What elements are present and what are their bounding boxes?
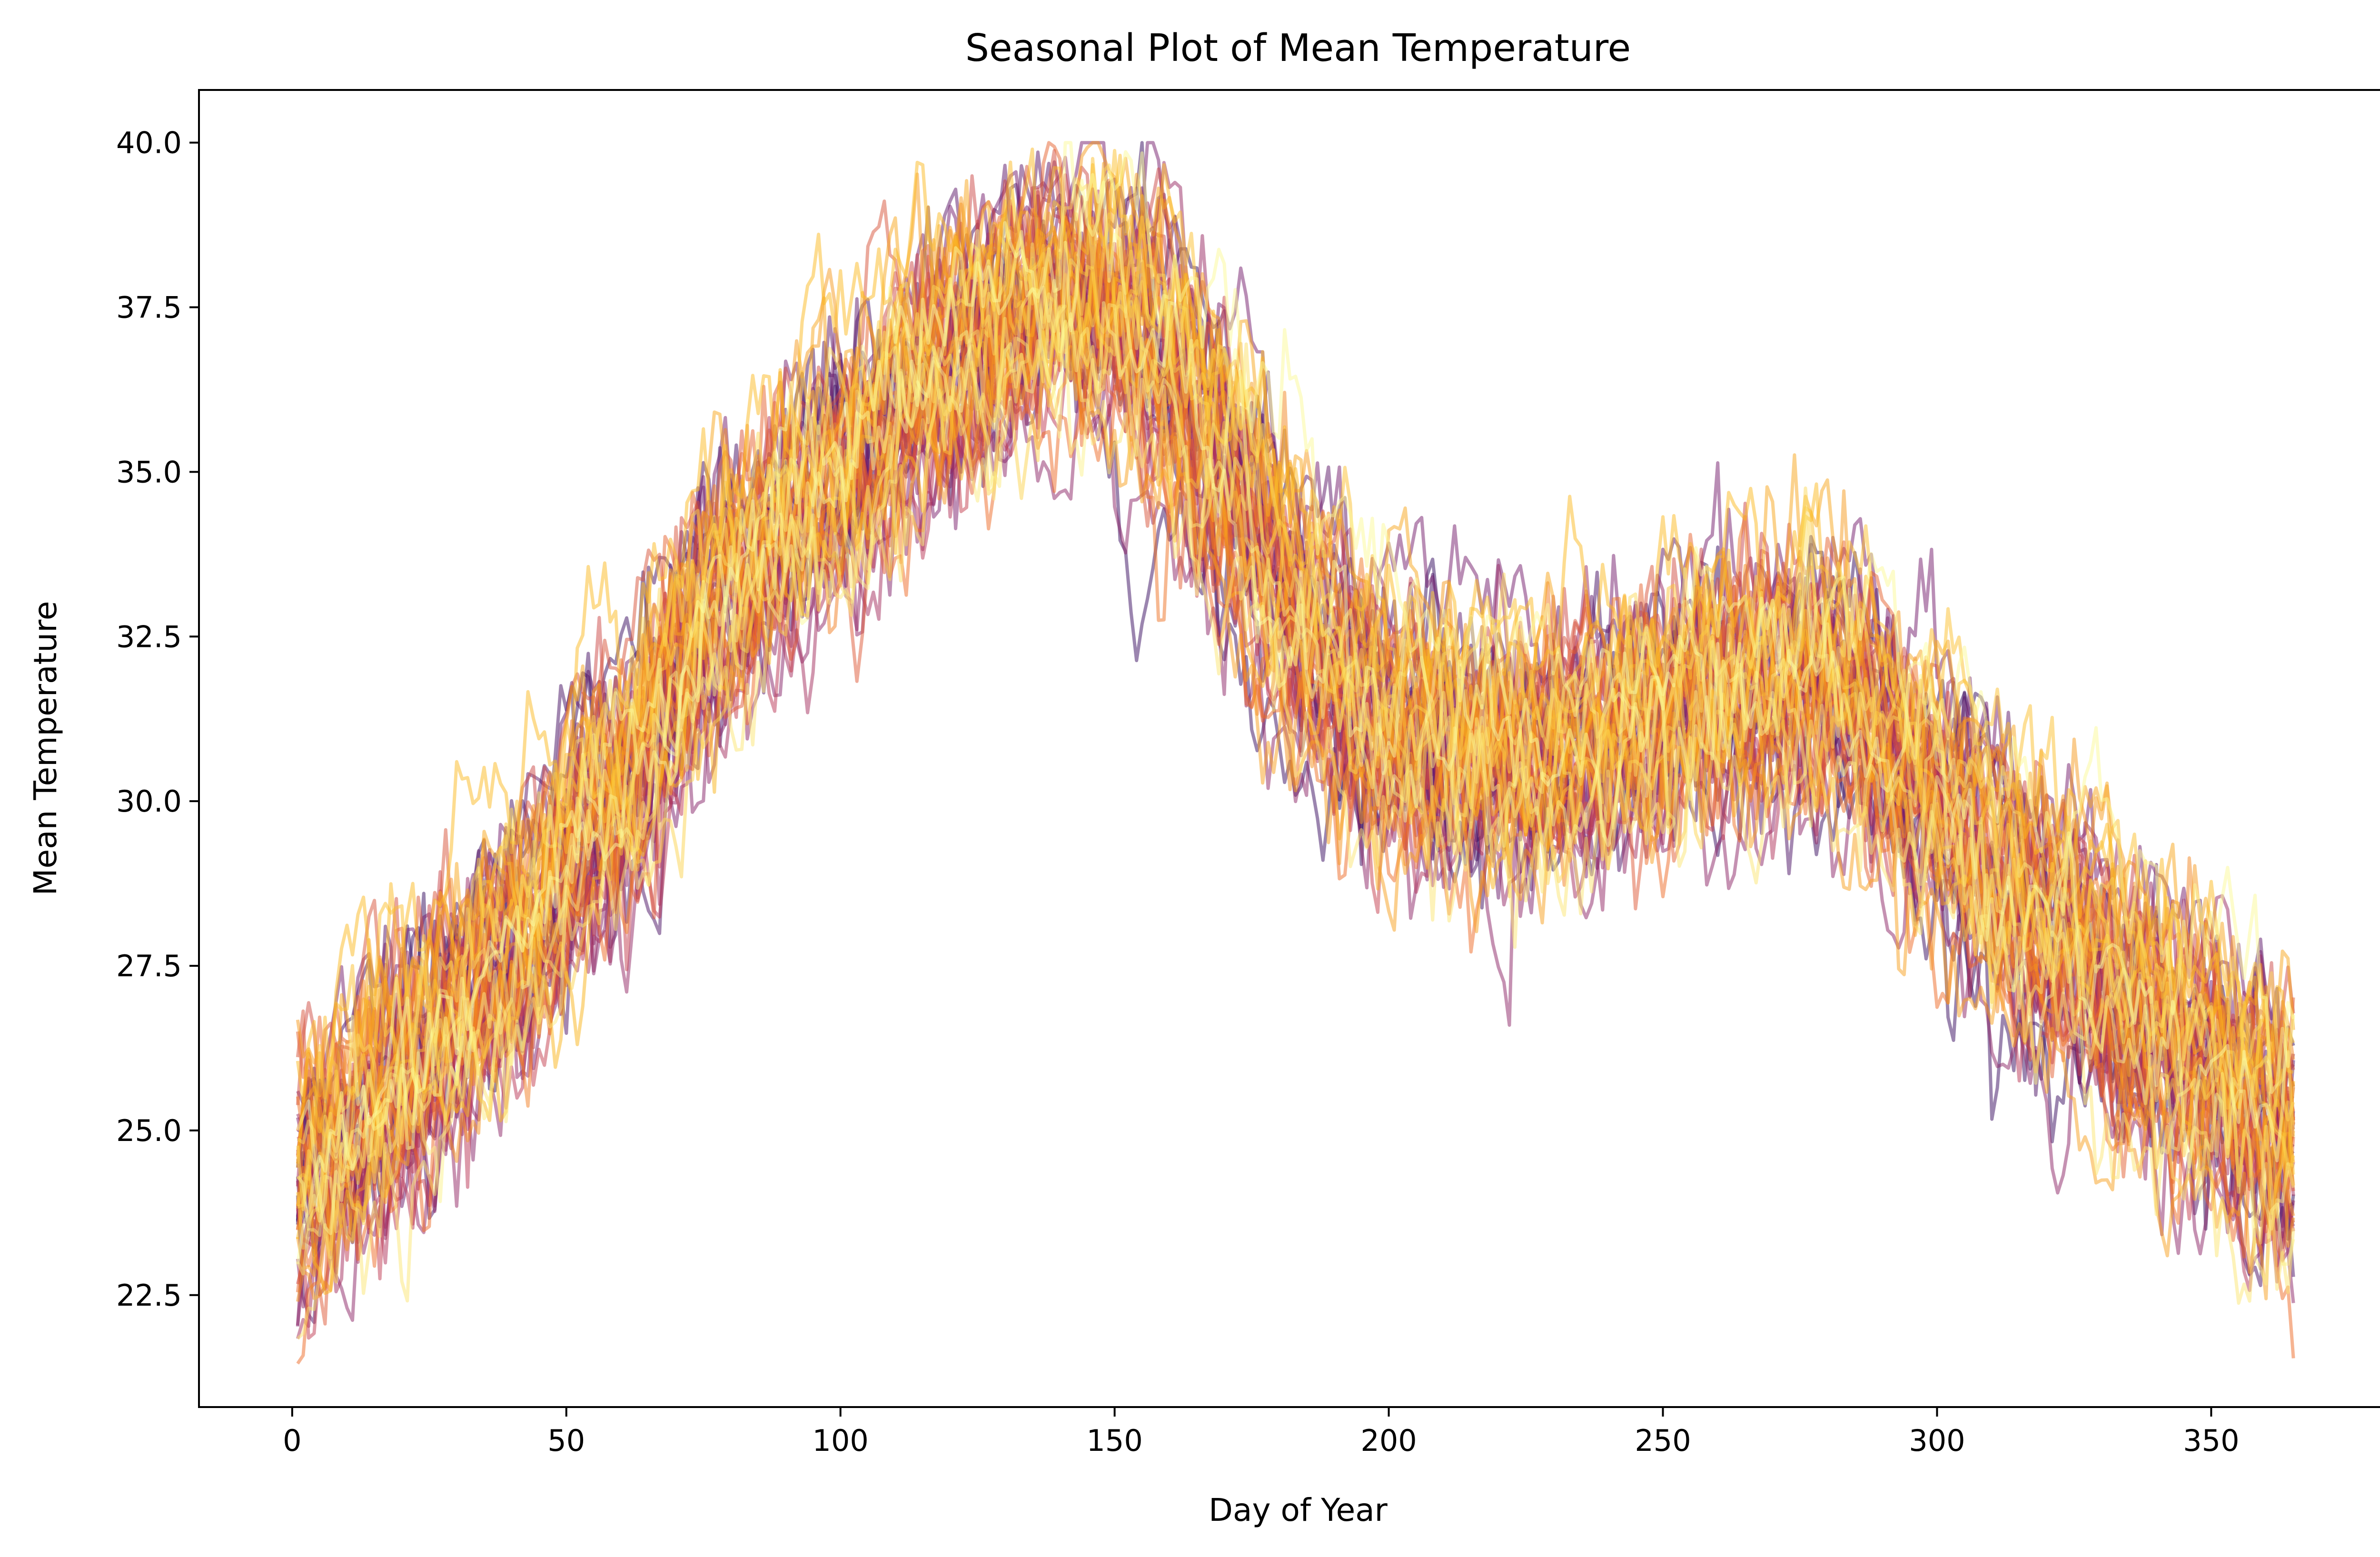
series-line xyxy=(296,173,2295,1265)
series-line xyxy=(297,163,2295,1210)
x-axis-ticks: 0 50 100 150 200 250 300 350 xyxy=(283,1407,2240,1458)
chart-title: Seasonal Plot of Mean Temperature xyxy=(965,26,1631,70)
x-tick-label: 0 xyxy=(283,1423,301,1458)
plot-frame xyxy=(198,89,2380,1408)
x-tick-label: 100 xyxy=(813,1423,869,1458)
x-tick-label: 350 xyxy=(2183,1423,2239,1458)
y-axis-label: Mean Temperature xyxy=(27,601,64,896)
y-axis-ticks: 22.5 25.0 27.5 30.0 32.5 35.0 37.5 40.0 xyxy=(116,126,199,1313)
x-tick-label: 50 xyxy=(547,1423,585,1458)
series-layer xyxy=(296,141,2295,1365)
x-tick-label: 150 xyxy=(1086,1423,1142,1458)
x-tick-label: 300 xyxy=(1909,1423,1965,1458)
y-tick-label: 22.5 xyxy=(116,1278,182,1313)
y-tick-label: 25.0 xyxy=(116,1113,182,1148)
series-line xyxy=(296,279,2295,1286)
y-tick-label: 30.0 xyxy=(116,784,182,819)
y-tick-label: 40.0 xyxy=(116,126,182,160)
y-tick-label: 32.5 xyxy=(116,619,182,654)
x-tick-label: 250 xyxy=(1635,1423,1691,1458)
y-tick-label: 37.5 xyxy=(116,290,182,325)
x-tick-label: 200 xyxy=(1360,1423,1417,1458)
y-tick-label: 27.5 xyxy=(116,949,182,983)
x-axis-label: Day of Year xyxy=(1209,1492,1388,1528)
y-tick-label: 35.0 xyxy=(116,455,182,489)
